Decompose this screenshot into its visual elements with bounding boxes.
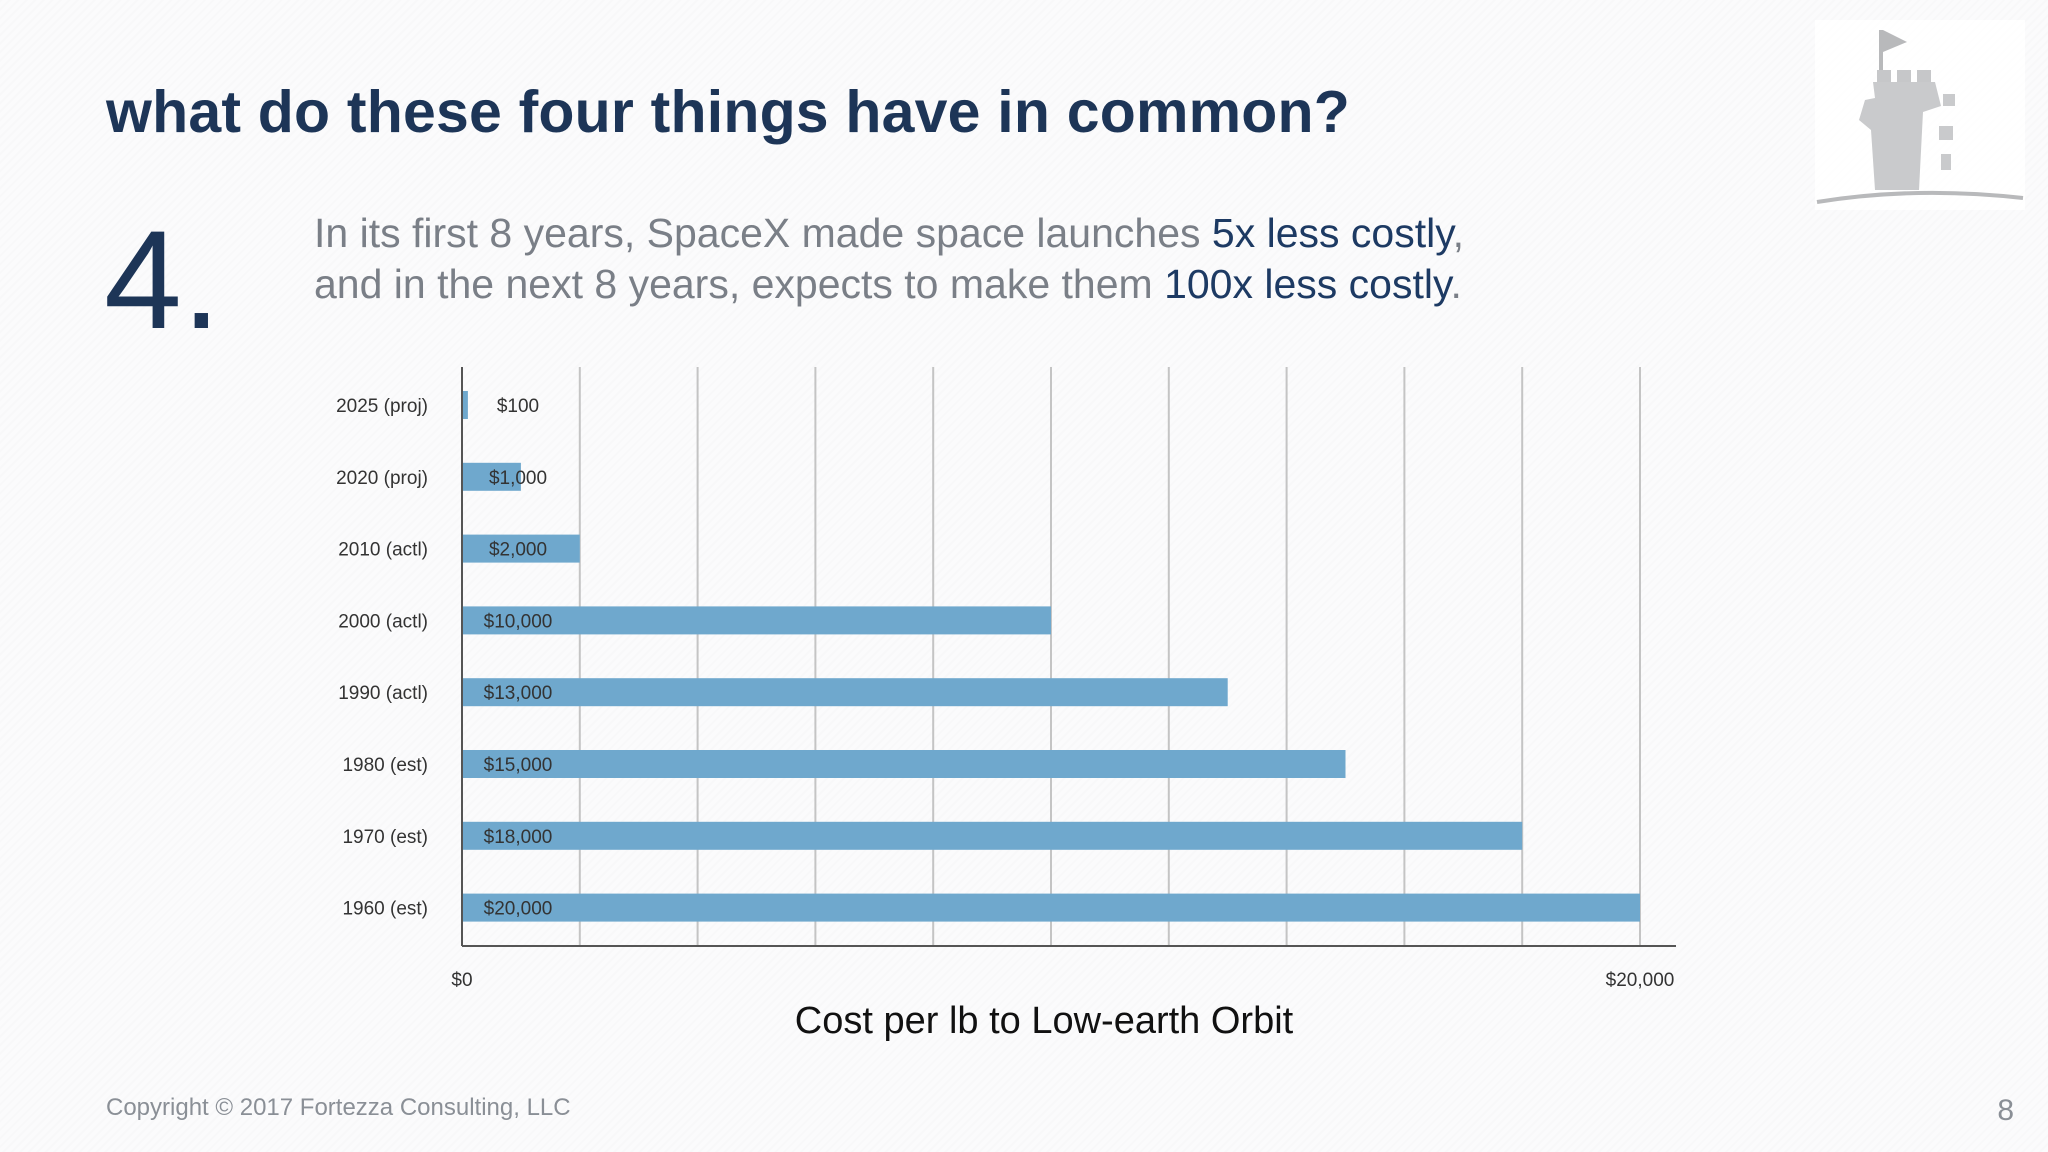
subtitle-line-2-text: and in the next 8 years, expects to make… <box>314 261 1165 307</box>
category-label: 2025 (proj) <box>336 396 428 417</box>
bar <box>462 462 521 491</box>
bar <box>462 534 580 563</box>
category-label: 1960 (est) <box>342 899 428 920</box>
subtitle-line-1-text: In its first 8 years, SpaceX made space … <box>314 210 1212 256</box>
x-tick-label: $20,000 <box>1606 970 1675 991</box>
data-label: $15,000 <box>484 755 553 776</box>
data-label: $10,000 <box>484 611 553 632</box>
data-label: $1,000 <box>489 468 547 489</box>
category-label: 2010 (actl) <box>338 540 428 561</box>
subtitle-highlight-100x: 100x less costly <box>1164 261 1451 307</box>
bar <box>462 391 468 419</box>
x-tick-label: $0 <box>451 970 472 991</box>
bar <box>462 821 1523 850</box>
subtitle-line-1: In its first 8 years, SpaceX made space … <box>314 208 1464 259</box>
data-label: $100 <box>497 396 539 417</box>
copyright-text: Copyright © 2017 Fortezza Consulting, LL… <box>106 1094 571 1121</box>
bar <box>462 678 1228 707</box>
data-label: $20,000 <box>484 899 553 920</box>
category-label: 1980 (est) <box>342 755 428 776</box>
subtitle-line-2-end: . <box>1450 261 1462 307</box>
category-label: 1990 (actl) <box>338 683 428 704</box>
category-label: 2020 (proj) <box>336 468 428 489</box>
data-label: $13,000 <box>484 683 553 704</box>
data-label: $2,000 <box>489 540 547 561</box>
category-label: 1970 (est) <box>342 827 428 848</box>
subtitle-highlight-5x: 5x less costly <box>1211 210 1453 256</box>
cost-bar-chart: 2025 (proj) $100 2020 (proj) $1,000 2010 (ac… <box>336 367 1676 991</box>
data-label: $18,000 <box>484 827 553 848</box>
page-number: 8 <box>1997 1094 2014 1127</box>
bar <box>462 606 1051 635</box>
castle-tower-flag-icon <box>1815 20 2025 210</box>
bar <box>462 750 1346 778</box>
item-number: 4. <box>104 201 221 358</box>
bar <box>462 893 1640 922</box>
x-axis-label: Cost per lb to Low-earth Orbit <box>794 1000 1294 1042</box>
slide-title: what do these four things have in common… <box>106 79 1351 145</box>
category-label: 2000 (actl) <box>338 611 428 632</box>
slide-subtitle: In its first 8 years, SpaceX made space … <box>314 208 1464 310</box>
subtitle-line-2: and in the next 8 years, expects to make… <box>314 259 1464 310</box>
subtitle-line-1-end: , <box>1452 210 1465 256</box>
